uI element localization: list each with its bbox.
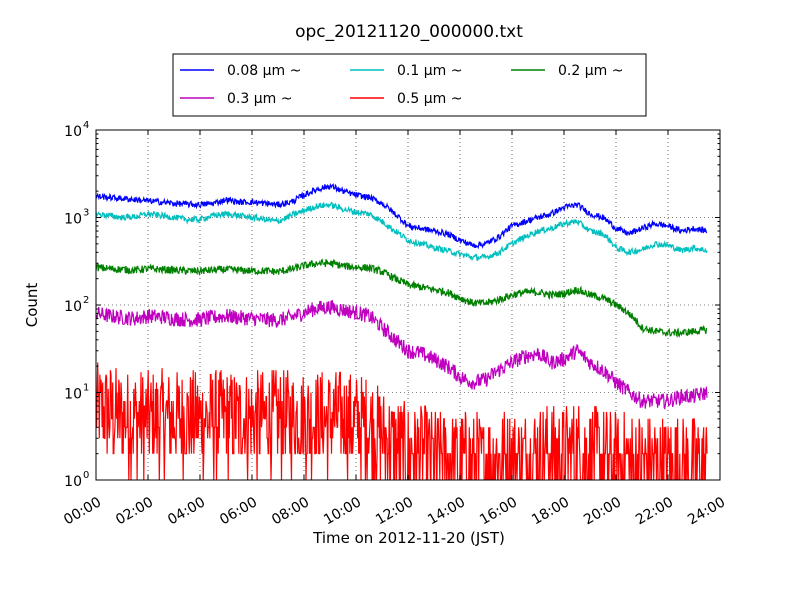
chart-title: opc_20121120_000000.txt xyxy=(295,22,523,42)
x-tick-label: 20:00 xyxy=(581,494,624,528)
y-tick-base: 10 xyxy=(64,124,82,140)
legend-item: 0.1 μm ~ xyxy=(350,63,462,79)
legend-item: 0.3 μm ~ xyxy=(180,91,292,107)
y-tick-exponent: 0 xyxy=(83,470,89,481)
legend-item: 0.5 μm ~ xyxy=(350,91,462,107)
y-tick-base: 10 xyxy=(64,299,82,315)
legend-label: 0.08 μm ~ xyxy=(227,63,301,79)
y-tick-base: 10 xyxy=(64,212,82,228)
x-tick-label: 00:00 xyxy=(61,494,104,528)
x-tick-label: 24:00 xyxy=(685,494,728,528)
series-line xyxy=(96,182,708,250)
x-tick-label: 16:00 xyxy=(477,494,520,528)
y-tick-base: 10 xyxy=(64,387,82,403)
y-tick-exponent: 2 xyxy=(83,295,89,306)
legend-item: 0.08 μm ~ xyxy=(180,63,301,79)
y-tick-label: 10 3 xyxy=(64,208,89,228)
y-tick-label: 10 2 xyxy=(64,295,89,315)
y-tick-label: 10 0 xyxy=(64,470,89,490)
y-tick-base: 10 xyxy=(64,474,82,490)
series-line xyxy=(96,258,708,338)
series-line xyxy=(96,201,708,262)
y-axis-label: Count xyxy=(23,283,41,328)
legend-label: 0.3 μm ~ xyxy=(227,91,292,107)
x-tick-label: 10:00 xyxy=(321,494,364,528)
legend-label: 0.5 μm ~ xyxy=(397,91,462,107)
ticks xyxy=(95,129,721,481)
x-tick-label: 22:00 xyxy=(633,494,676,528)
x-tick-label: 14:00 xyxy=(425,494,468,528)
series-line xyxy=(96,362,708,480)
x-tick-label: 18:00 xyxy=(529,494,572,528)
y-tick-label: 10 1 xyxy=(64,383,89,403)
x-tick-labels: 00:00 02:00 04:00 06:00 08:00 10:00 12:00 14:00… xyxy=(61,494,728,528)
x-tick-label: 12:00 xyxy=(373,494,416,528)
y-tick-exponent: 4 xyxy=(83,120,89,131)
legend-item: 0.2 μm ~ xyxy=(511,63,623,79)
x-tick-label: 08:00 xyxy=(269,494,312,528)
y-tick-exponent: 1 xyxy=(83,383,89,394)
series-lines xyxy=(96,182,708,480)
x-tick-label: 02:00 xyxy=(113,494,156,528)
legend: 0.08 μm ~ 0.1 μm ~ 0.2 μm ~ 0.3 μm ~ 0.5 μm … xyxy=(172,53,647,117)
x-tick-label: 06:00 xyxy=(217,494,260,528)
legend-box xyxy=(172,53,647,117)
x-tick-label: 04:00 xyxy=(165,494,208,528)
legend-label: 0.2 μm ~ xyxy=(558,63,623,79)
x-axis-label: Time on 2012-11-20 (JST) xyxy=(312,529,505,547)
y-tick-exponent: 3 xyxy=(83,208,89,219)
y-tick-label: 10 4 xyxy=(64,120,89,140)
series-line xyxy=(96,299,708,411)
legend-label: 0.1 μm ~ xyxy=(397,63,462,79)
